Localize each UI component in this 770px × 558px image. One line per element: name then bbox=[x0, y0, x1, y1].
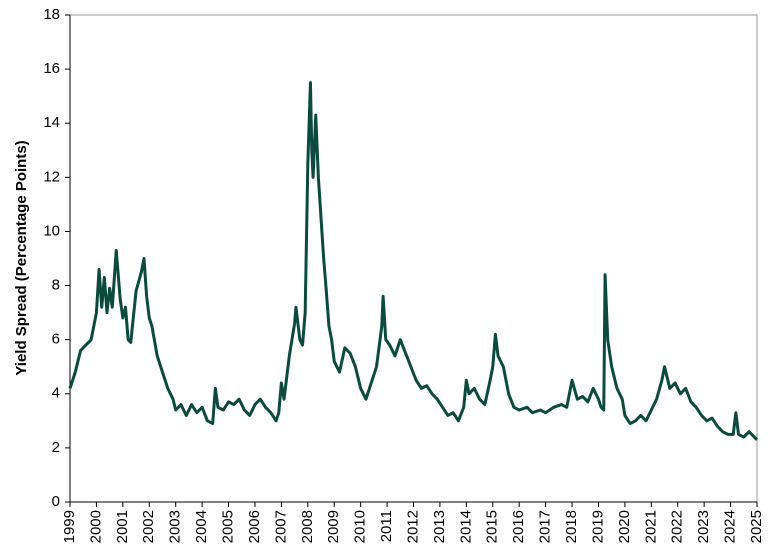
y-tick-label: 8 bbox=[52, 277, 60, 294]
x-tick-label: 2025 bbox=[748, 510, 765, 543]
x-tick-label: 2021 bbox=[642, 510, 659, 543]
x-tick-label: 2023 bbox=[695, 510, 712, 543]
y-tick-label: 16 bbox=[43, 60, 60, 77]
x-tick-label: 2018 bbox=[563, 510, 580, 543]
x-tick-label: 2022 bbox=[669, 510, 686, 543]
x-tick-label: 2005 bbox=[220, 510, 237, 543]
y-tick-label: 14 bbox=[43, 114, 60, 131]
y-tick-label: 10 bbox=[43, 222, 60, 239]
x-tick-label: 2010 bbox=[352, 510, 369, 543]
x-tick-label: 2017 bbox=[537, 510, 554, 543]
x-tick-label: 2014 bbox=[457, 510, 474, 543]
x-tick-label: 1999 bbox=[61, 510, 78, 543]
plot-frame bbox=[69, 14, 758, 503]
x-tick-label: 2020 bbox=[616, 510, 633, 543]
x-tick-label: 2006 bbox=[246, 510, 263, 543]
x-tick-label: 2019 bbox=[589, 510, 606, 543]
x-tick-label: 2024 bbox=[722, 510, 739, 543]
x-tick-label: 2012 bbox=[404, 510, 421, 543]
line-series bbox=[68, 81, 759, 441]
x-tick-label: 2001 bbox=[114, 510, 131, 543]
x-tick-label: 2004 bbox=[193, 510, 210, 543]
y-axis-label: Yield Spread (Percentage Points) bbox=[13, 140, 30, 375]
x-tick-label: 2013 bbox=[431, 510, 448, 543]
x-tick-label: 2009 bbox=[325, 510, 342, 543]
x-tick-label: 2003 bbox=[167, 510, 184, 543]
x-tick-label: 2002 bbox=[140, 510, 157, 543]
x-tick-label: 2016 bbox=[510, 510, 527, 543]
y-tick-label: 6 bbox=[52, 331, 60, 348]
x-tick-label: 2008 bbox=[299, 510, 316, 543]
x-tick-label: 2007 bbox=[272, 510, 289, 543]
y-tick-label: 2 bbox=[52, 439, 60, 456]
x-tick-label: 2015 bbox=[484, 510, 501, 543]
y-tick-label: 12 bbox=[43, 168, 60, 185]
y-tick-label: 4 bbox=[52, 385, 60, 402]
y-tick-label: 18 bbox=[43, 6, 60, 23]
y-tick-label: 0 bbox=[52, 493, 60, 510]
x-tick-label: 2011 bbox=[378, 510, 395, 542]
x-tick-label: 2000 bbox=[87, 510, 104, 543]
